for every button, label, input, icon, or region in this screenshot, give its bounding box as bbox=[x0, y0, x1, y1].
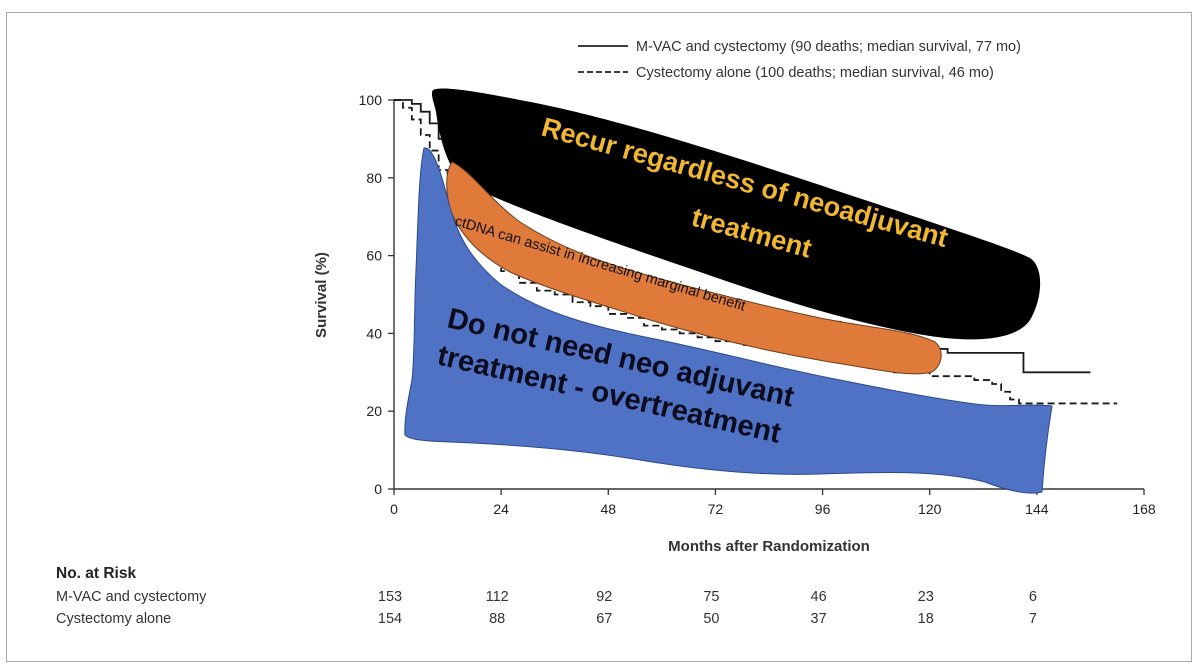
legend-label-cystectomy: Cystectomy alone (100 deaths; median sur… bbox=[636, 65, 994, 81]
orange-region bbox=[446, 161, 942, 375]
x-tick-label: 168 bbox=[1132, 501, 1156, 517]
risk-value: 37 bbox=[811, 611, 827, 627]
x-tick-label: 96 bbox=[815, 501, 831, 517]
y-tick-label: 80 bbox=[366, 170, 382, 186]
x-axis-title: Months after Randomization bbox=[668, 538, 870, 555]
risk-row-label-mvac: M-VAC and cystectomy bbox=[56, 589, 207, 605]
legend-label-mvac: M-VAC and cystectomy (90 deaths; median … bbox=[636, 39, 1021, 55]
risk-value: 75 bbox=[703, 589, 719, 605]
risk-value: 6 bbox=[1029, 589, 1037, 605]
risk-value: 18 bbox=[918, 611, 934, 627]
risk-value: 153 bbox=[378, 589, 402, 605]
black-region bbox=[431, 88, 1041, 340]
x-tick-label: 144 bbox=[1025, 501, 1049, 517]
curve-cystectomy-alone bbox=[394, 99, 1118, 405]
risk-value: 7 bbox=[1029, 611, 1037, 627]
risk-value: 88 bbox=[489, 611, 505, 627]
y-tick-label: 40 bbox=[366, 325, 382, 341]
legend: M-VAC and cystectomy (90 deaths; median … bbox=[578, 39, 1021, 81]
risk-table: No. at Risk M-VAC and cystectomy Cystect… bbox=[56, 565, 1037, 627]
risk-value: 46 bbox=[811, 589, 827, 605]
risk-row-label-cystectomy: Cystectomy alone bbox=[56, 611, 171, 627]
risk-table-heading: No. at Risk bbox=[56, 565, 136, 582]
x-ticks: 0 24 48 72 96 120 144 168 bbox=[390, 489, 1156, 517]
y-tick-label: 20 bbox=[366, 403, 382, 419]
x-tick-label: 120 bbox=[918, 501, 942, 517]
figure-frame bbox=[6, 12, 1192, 662]
risk-values: 153 112 92 75 46 23 6 154 88 67 50 37 18 7 bbox=[378, 589, 1037, 627]
risk-value: 67 bbox=[596, 611, 612, 627]
x-tick-label: 48 bbox=[600, 501, 616, 517]
y-ticks: 0 20 40 60 80 100 bbox=[359, 92, 394, 497]
y-tick-label: 0 bbox=[374, 481, 382, 497]
blue-region bbox=[404, 147, 1053, 494]
y-axis-title: Survival (%) bbox=[313, 252, 330, 338]
x-tick-label: 24 bbox=[493, 501, 509, 517]
risk-value: 23 bbox=[918, 589, 934, 605]
y-tick-label: 60 bbox=[366, 248, 382, 264]
x-tick-label: 72 bbox=[708, 501, 724, 517]
risk-value: 50 bbox=[703, 611, 719, 627]
risk-value: 112 bbox=[486, 589, 509, 605]
risk-value: 154 bbox=[378, 611, 402, 627]
y-tick-label: 100 bbox=[359, 92, 383, 108]
risk-value: 92 bbox=[596, 589, 612, 605]
x-tick-label: 0 bbox=[390, 501, 398, 517]
